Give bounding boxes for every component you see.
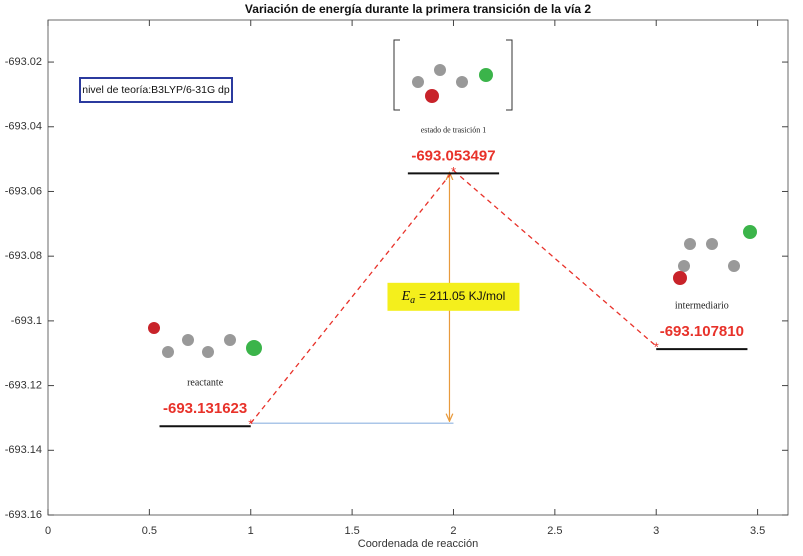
value-label: -693.107810 — [660, 323, 744, 340]
theory-note: nivel de teoría:B3LYP/6-31G dp — [82, 84, 230, 96]
chart-title: Variación de energía durante la primera … — [245, 2, 591, 16]
x-tick-label: 3.5 — [750, 525, 765, 537]
point-marker: * — [451, 164, 456, 179]
x-tick-label: 0.5 — [142, 525, 157, 537]
y-tick-label: -693.06 — [5, 185, 42, 197]
value-label: -693.131623 — [163, 400, 247, 417]
x-tick-label: 2.5 — [547, 525, 562, 537]
y-tick-label: -693.12 — [5, 379, 42, 391]
y-tick-label: -693.02 — [5, 56, 42, 68]
x-tick-label: 3 — [653, 525, 659, 537]
point-marker: * — [654, 340, 659, 355]
activation-symbol: E — [401, 289, 411, 304]
x-tick-label: 2 — [450, 525, 456, 537]
y-tick-label: -693.1 — [11, 315, 42, 327]
y-tick-label: -693.08 — [5, 250, 42, 262]
value-label: -693.053497 — [411, 147, 495, 164]
x-tick-label: 0 — [45, 525, 51, 537]
point-label: reactante — [187, 377, 224, 388]
activation-subscript: a — [410, 295, 415, 306]
point-label: estado de trasición 1 — [421, 125, 487, 134]
point-marker: * — [248, 417, 253, 432]
y-tick-label: -693.16 — [5, 509, 42, 521]
y-tick-label: -693.04 — [5, 121, 42, 133]
point-label: intermediario — [675, 300, 729, 311]
x-axis-label: Coordenada de reacción — [358, 538, 478, 550]
x-tick-label: 1.5 — [344, 525, 359, 537]
chart: Variación de energía durante la primera … — [0, 0, 803, 551]
activation-text: = 211.05 KJ/mol — [419, 289, 505, 303]
x-tick-label: 1 — [248, 525, 254, 537]
y-tick-label: -693.14 — [5, 444, 42, 456]
